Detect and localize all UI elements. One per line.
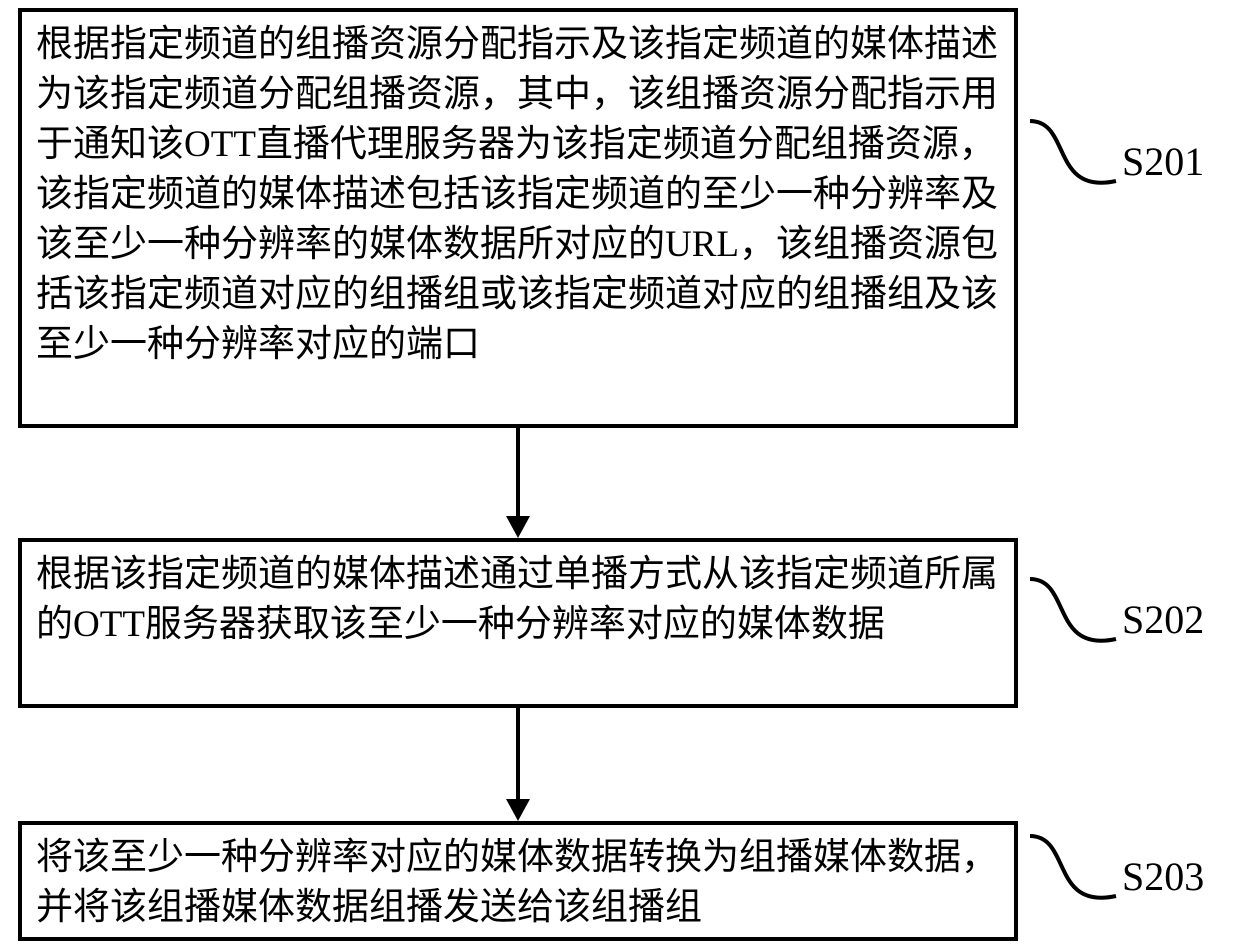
label-connector-curve bbox=[1026, 830, 1096, 920]
flow-step-label: S201 bbox=[1122, 138, 1204, 185]
flow-arrow-head-icon bbox=[506, 516, 530, 538]
flow-step-label: S203 bbox=[1122, 853, 1204, 900]
flow-step-box: 将该至少一种分辨率对应的媒体数据转换为组播媒体数据，并将该组播媒体数据组播发送给… bbox=[18, 821, 1018, 941]
flow-arrow-head-icon bbox=[506, 799, 530, 821]
label-connector-curve bbox=[1026, 573, 1096, 663]
flow-step-label: S202 bbox=[1122, 596, 1204, 643]
flow-step-box: 根据指定频道的组播资源分配指示及该指定频道的媒体描述为该指定频道分配组播资源，其… bbox=[18, 8, 1018, 428]
flow-arrow bbox=[516, 428, 520, 516]
flow-arrow bbox=[516, 708, 520, 799]
label-connector-curve bbox=[1026, 115, 1096, 205]
flow-step-box: 根据该指定频道的媒体描述通过单播方式从该指定频道所属的OTT服务器获取该至少一种… bbox=[18, 538, 1018, 708]
